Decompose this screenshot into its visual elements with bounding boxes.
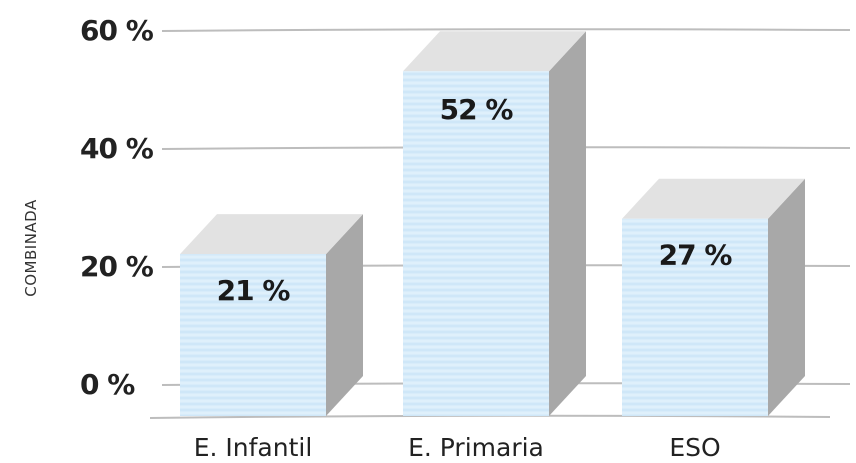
- y-tick-label: 0 %: [80, 368, 135, 401]
- bar-side: [768, 178, 805, 416]
- data-label: 21 %: [217, 274, 291, 307]
- bar-side: [326, 214, 363, 416]
- bars: 21 % 52 % 27 %: [180, 31, 805, 416]
- bar: 27 %: [622, 178, 805, 416]
- y-tick-label: 20 %: [80, 250, 154, 283]
- x-category-label: E. Primaria: [408, 433, 544, 462]
- bar-front: [403, 71, 549, 416]
- bar-front: [622, 218, 768, 416]
- bar-top: [180, 214, 363, 255]
- data-label: 27 %: [659, 239, 733, 272]
- x-category-label: E. Infantil: [194, 433, 313, 462]
- y-tick-label: 40 %: [80, 132, 154, 165]
- y-axis-label: COMBINADA: [22, 199, 40, 297]
- y-axis-ticks: 0 % 20 % 40 % 60 %: [80, 14, 155, 401]
- data-label: 52 %: [440, 93, 514, 126]
- bar-side: [549, 31, 586, 416]
- ground-line: [149, 414, 831, 419]
- bar: 52 %: [403, 31, 586, 416]
- x-category-label: ESO: [669, 433, 720, 462]
- bar: 21 %: [180, 214, 363, 416]
- gridline: [161, 28, 851, 32]
- x-axis-categories: E. Infantil E. Primaria ESO: [194, 433, 721, 462]
- y-tick-label: 60 %: [80, 14, 154, 47]
- bar-front: [180, 254, 326, 416]
- bar-top: [622, 178, 805, 219]
- bar-top: [403, 31, 586, 72]
